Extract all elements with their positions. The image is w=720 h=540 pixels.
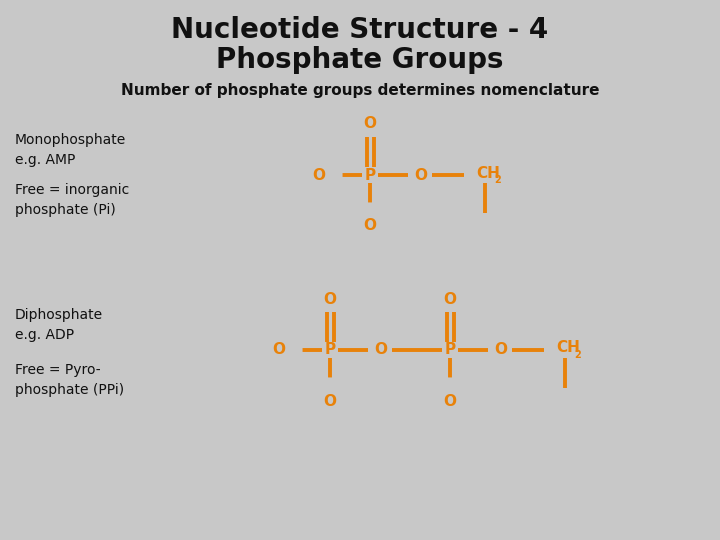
Text: CH: CH [476, 165, 500, 180]
Text: e.g. ADP: e.g. ADP [15, 328, 74, 342]
Text: P: P [444, 342, 456, 357]
Text: P: P [364, 167, 376, 183]
Text: 2: 2 [494, 175, 500, 185]
Text: O: O [444, 394, 456, 408]
Text: e.g. AMP: e.g. AMP [15, 153, 76, 167]
Text: O: O [364, 219, 377, 233]
Text: O: O [415, 167, 428, 183]
Text: O: O [374, 342, 387, 357]
Text: O: O [364, 117, 377, 132]
Text: CH: CH [556, 341, 580, 355]
Text: Phosphate Groups: Phosphate Groups [216, 46, 504, 74]
Text: O: O [272, 342, 286, 357]
Text: O: O [495, 342, 508, 357]
Text: phosphate (Pi): phosphate (Pi) [15, 203, 116, 217]
Text: Diphosphate: Diphosphate [15, 308, 103, 322]
Text: Nucleotide Structure - 4: Nucleotide Structure - 4 [171, 16, 549, 44]
Text: Number of phosphate groups determines nomenclature: Number of phosphate groups determines no… [121, 83, 599, 98]
Text: Monophosphate: Monophosphate [15, 133, 126, 147]
Text: O: O [323, 394, 336, 408]
Text: Free = Pyro-: Free = Pyro- [15, 363, 101, 377]
Text: P: P [325, 342, 336, 357]
Text: O: O [323, 292, 336, 307]
Text: 2: 2 [574, 350, 581, 360]
Text: O: O [444, 292, 456, 307]
Text: Free = inorganic: Free = inorganic [15, 183, 130, 197]
Text: O: O [312, 167, 325, 183]
Text: phosphate (PPi): phosphate (PPi) [15, 383, 124, 397]
